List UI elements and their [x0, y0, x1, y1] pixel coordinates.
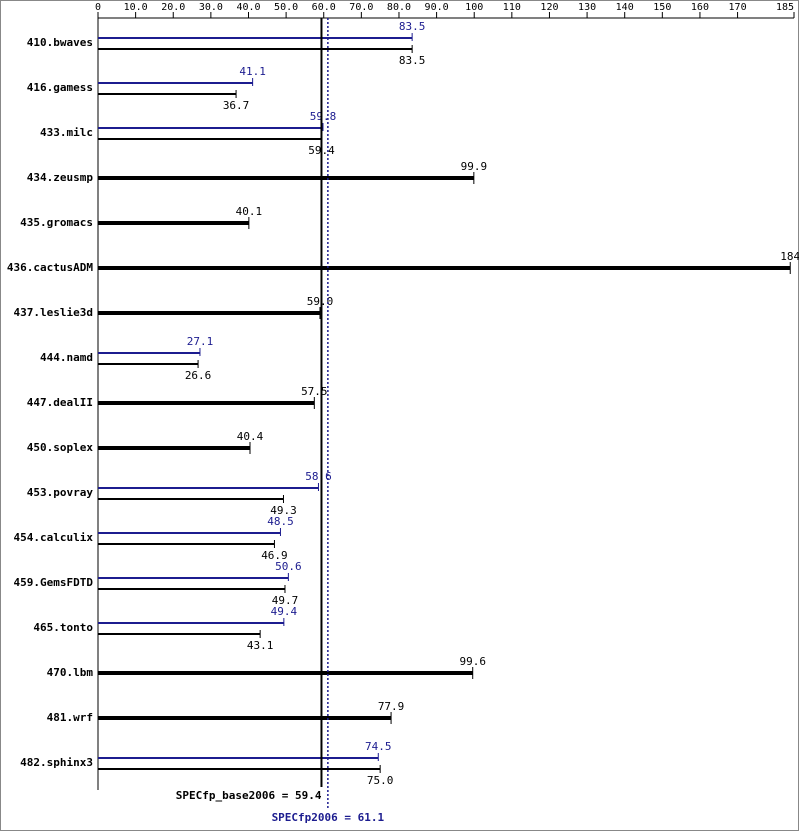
value-label: 40.4	[237, 430, 264, 443]
value-label: 75.0	[367, 774, 394, 787]
category-label: 482.sphinx3	[20, 756, 93, 769]
category-label: 416.gamess	[27, 81, 93, 94]
bar	[98, 48, 413, 50]
bar	[98, 311, 320, 315]
bar	[98, 93, 237, 95]
x-tick-label: 30.0	[199, 2, 223, 13]
bar	[98, 671, 473, 675]
category-label: 454.calculix	[14, 531, 94, 544]
value-label: 74.5	[365, 740, 392, 753]
bar	[98, 446, 250, 450]
category-label: 410.bwaves	[27, 36, 93, 49]
bar	[98, 363, 199, 365]
bar	[98, 138, 322, 140]
category-label: 435.gromacs	[20, 216, 93, 229]
x-tick-label: 0	[95, 2, 101, 13]
category-label: 481.wrf	[47, 711, 93, 724]
x-tick-label: 70.0	[349, 2, 373, 13]
bar	[98, 716, 392, 720]
value-label: 49.4	[271, 605, 298, 618]
x-tick-label: 40.0	[236, 2, 260, 13]
category-label: 470.lbm	[47, 666, 94, 679]
value-label: 50.6	[275, 560, 302, 573]
value-label: 83.5	[399, 20, 426, 33]
category-label: 444.namd	[40, 351, 93, 364]
bar	[98, 633, 261, 635]
category-label: 453.povray	[27, 486, 94, 499]
value-label: 99.9	[461, 160, 488, 173]
bar	[98, 588, 285, 590]
reference-label: SPECfp2006 = 61.1	[272, 811, 385, 824]
value-label: 57.5	[301, 385, 328, 398]
category-label: 450.soplex	[27, 441, 94, 454]
x-tick-label: 130	[578, 2, 596, 13]
bar	[98, 176, 474, 180]
x-tick-label: 160	[691, 2, 709, 13]
value-label: 26.6	[185, 369, 212, 382]
x-tick-label: 120	[540, 2, 558, 13]
bar	[98, 401, 315, 405]
bar	[98, 577, 289, 579]
value-label: 83.5	[399, 54, 426, 67]
bar	[98, 82, 253, 84]
category-label: 459.GemsFDTD	[14, 576, 94, 589]
value-label: 41.1	[239, 65, 266, 78]
x-tick-label: 50.0	[274, 2, 298, 13]
bar	[98, 266, 791, 270]
category-label: 447.dealII	[27, 396, 93, 409]
value-label: 99.6	[459, 655, 486, 668]
value-label: 184	[780, 250, 799, 263]
bar	[98, 757, 379, 759]
x-tick-label: 110	[503, 2, 521, 13]
value-label: 59.8	[310, 110, 337, 123]
x-tick-label: 80.0	[387, 2, 411, 13]
x-tick-label: 170	[729, 2, 747, 13]
x-tick-label: 90.0	[425, 2, 449, 13]
category-label: 433.milc	[40, 126, 93, 139]
bar	[98, 622, 284, 624]
value-label: 49.3	[270, 504, 297, 517]
bar	[98, 768, 381, 770]
x-tick-label: 185	[776, 2, 794, 13]
value-label: 77.9	[378, 700, 405, 713]
value-label: 46.9	[261, 549, 288, 562]
value-label: 40.1	[236, 205, 263, 218]
bar	[98, 352, 200, 354]
value-label: 27.1	[187, 335, 214, 348]
value-label: 59.0	[307, 295, 334, 308]
bar	[98, 498, 284, 500]
category-label: 436.cactusADM	[7, 261, 93, 274]
bar	[98, 37, 413, 39]
value-label: 36.7	[223, 99, 250, 112]
x-tick-label: 60.0	[312, 2, 336, 13]
bar	[98, 487, 319, 489]
bar	[98, 221, 249, 225]
category-label: 434.zeusmp	[27, 171, 94, 184]
bar	[98, 532, 281, 534]
bar	[98, 543, 275, 545]
x-tick-label: 10.0	[124, 2, 148, 13]
x-tick-label: 150	[653, 2, 671, 13]
x-tick-label: 20.0	[161, 2, 185, 13]
reference-label: SPECfp_base2006 = 59.4	[176, 789, 322, 802]
category-label: 465.tonto	[33, 621, 93, 634]
category-label: 437.leslie3d	[14, 306, 93, 319]
value-label: 58.6	[305, 470, 332, 483]
value-label: 43.1	[247, 639, 274, 652]
bar	[98, 127, 323, 129]
x-tick-label: 100	[465, 2, 483, 13]
value-label: 48.5	[267, 515, 294, 528]
x-tick-label: 140	[616, 2, 634, 13]
value-label: 49.7	[272, 594, 299, 607]
